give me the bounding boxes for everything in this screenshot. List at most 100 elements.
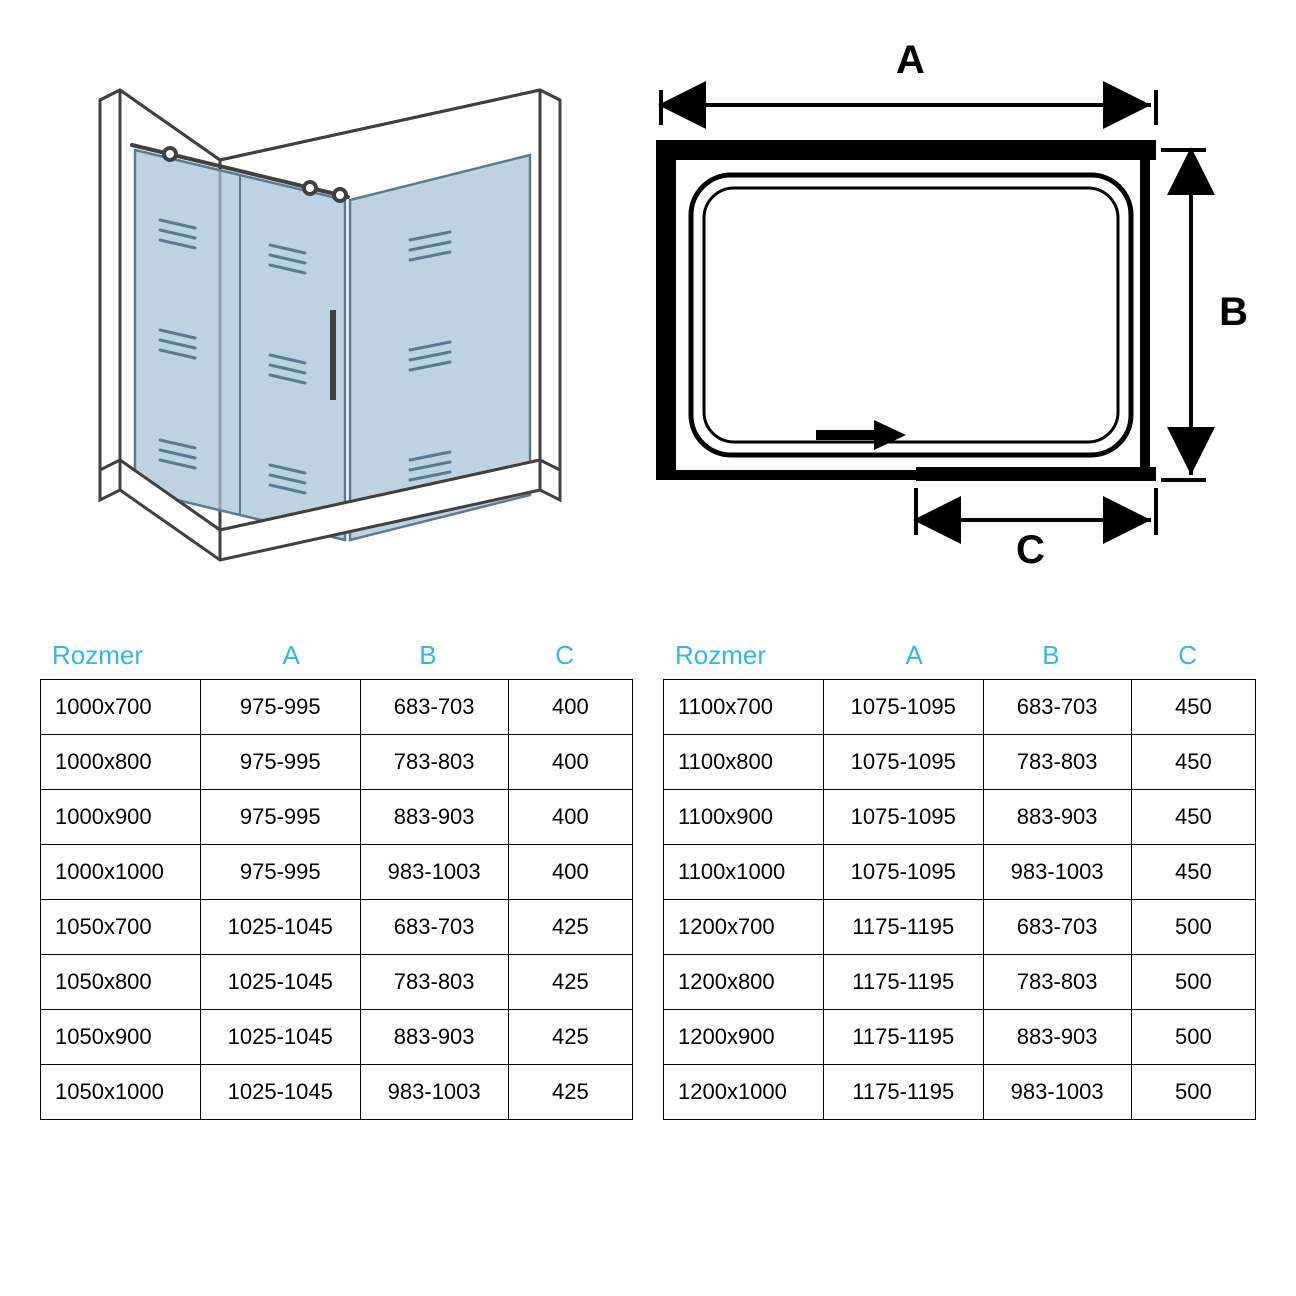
table-right-body: 1100x7001075-1095683-7034501100x8001075-… [663,679,1256,1120]
table-cell: 400 [508,680,632,735]
table-cell: 1025-1045 [200,1065,360,1120]
col-header: C [496,640,633,671]
table-cell: 1050x1000 [41,1065,201,1120]
table-cell: 1200x900 [664,1010,824,1065]
table-row: 1000x800975-995783-803400 [41,735,633,790]
table-right-headers: Rozmer A B C [663,640,1256,671]
table-cell: 683-703 [360,680,508,735]
table-cell: 1175-1195 [823,1010,983,1065]
table-cell: 500 [1131,900,1255,955]
table-cell: 783-803 [360,735,508,790]
dim-label-a: A [896,38,925,83]
diagrams-row: A B C [40,30,1256,590]
col-header: Rozmer [40,640,223,671]
table-row: 1050x8001025-1045783-803425 [41,955,633,1010]
table-cell: 500 [1131,1010,1255,1065]
table-cell: 975-995 [200,680,360,735]
table-cell: 450 [1131,735,1255,790]
table-row: 1000x1000975-995983-1003400 [41,845,633,900]
table-cell: 1075-1095 [823,680,983,735]
col-header: Rozmer [663,640,846,671]
plan-diagram: A B C [616,30,1256,570]
dim-label-c: C [1016,528,1045,573]
table-row: 1200x7001175-1195683-703500 [664,900,1256,955]
table-cell: 1025-1045 [200,955,360,1010]
table-left-headers: Rozmer A B C [40,640,633,671]
table-cell: 975-995 [200,790,360,845]
table-cell: 425 [508,955,632,1010]
table-cell: 1025-1045 [200,1010,360,1065]
table-cell: 1000x700 [41,680,201,735]
table-cell: 450 [1131,845,1255,900]
table-cell: 975-995 [200,735,360,790]
table-cell: 500 [1131,1065,1255,1120]
table-cell: 425 [508,1010,632,1065]
isometric-diagram [40,30,580,570]
table-cell: 883-903 [360,790,508,845]
table-cell: 1050x900 [41,1010,201,1065]
table-cell: 1200x700 [664,900,824,955]
table-cell: 1100x900 [664,790,824,845]
table-cell: 983-1003 [360,845,508,900]
col-header: C [1119,640,1256,671]
table-row: 1200x8001175-1195783-803500 [664,955,1256,1010]
tables-row: Rozmer A B C 1000x700975-995683-70340010… [40,640,1256,1120]
table-cell: 425 [508,900,632,955]
table-row: 1050x10001025-1045983-1003425 [41,1065,633,1120]
table-cell: 1200x1000 [664,1065,824,1120]
table-cell: 1075-1095 [823,735,983,790]
table-cell: 400 [508,845,632,900]
dim-label-b: B [1219,290,1248,335]
table-cell: 1175-1195 [823,900,983,955]
table-row: 1050x9001025-1045883-903425 [41,1010,633,1065]
table-cell: 450 [1131,680,1255,735]
table-cell: 883-903 [983,790,1131,845]
table-cell: 683-703 [360,900,508,955]
col-header: B [360,640,497,671]
col-header: A [846,640,983,671]
table-cell: 1100x800 [664,735,824,790]
table-cell: 683-703 [983,900,1131,955]
table-row: 1100x7001075-1095683-703450 [664,680,1256,735]
table-cell: 983-1003 [360,1065,508,1120]
table-cell: 683-703 [983,680,1131,735]
table-cell: 1050x700 [41,900,201,955]
table-cell: 400 [508,735,632,790]
table-cell: 500 [1131,955,1255,1010]
table-cell: 1100x1000 [664,845,824,900]
table-cell: 450 [1131,790,1255,845]
table-row: 1100x10001075-1095983-1003450 [664,845,1256,900]
table-row: 1100x8001075-1095783-803450 [664,735,1256,790]
table-cell: 783-803 [983,955,1131,1010]
table-cell: 1050x800 [41,955,201,1010]
table-cell: 1000x1000 [41,845,201,900]
table-row: 1100x9001075-1095883-903450 [664,790,1256,845]
table-row: 1200x9001175-1195883-903500 [664,1010,1256,1065]
table-cell: 1000x800 [41,735,201,790]
table-cell: 983-1003 [983,845,1131,900]
table-cell: 783-803 [360,955,508,1010]
table-cell: 883-903 [360,1010,508,1065]
table-cell: 400 [508,790,632,845]
table-cell: 1100x700 [664,680,824,735]
table-cell: 1175-1195 [823,955,983,1010]
table-cell: 783-803 [983,735,1131,790]
table-cell: 1075-1095 [823,790,983,845]
table-cell: 1200x800 [664,955,824,1010]
table-cell: 975-995 [200,845,360,900]
table-row: 1000x700975-995683-703400 [41,680,633,735]
table-cell: 1175-1195 [823,1065,983,1120]
table-row: 1050x7001025-1045683-703425 [41,900,633,955]
table-cell: 983-1003 [983,1065,1131,1120]
table-cell: 1075-1095 [823,845,983,900]
dimensions-table-right: Rozmer A B C 1100x7001075-1095683-703450… [663,640,1256,1120]
dimensions-table-left: Rozmer A B C 1000x700975-995683-70340010… [40,640,633,1120]
table-cell: 1000x900 [41,790,201,845]
col-header: B [983,640,1120,671]
table-cell: 883-903 [983,1010,1131,1065]
table-cell: 1025-1045 [200,900,360,955]
table-row: 1000x900975-995883-903400 [41,790,633,845]
table-row: 1200x10001175-1195983-1003500 [664,1065,1256,1120]
col-header: A [223,640,360,671]
table-cell: 425 [508,1065,632,1120]
